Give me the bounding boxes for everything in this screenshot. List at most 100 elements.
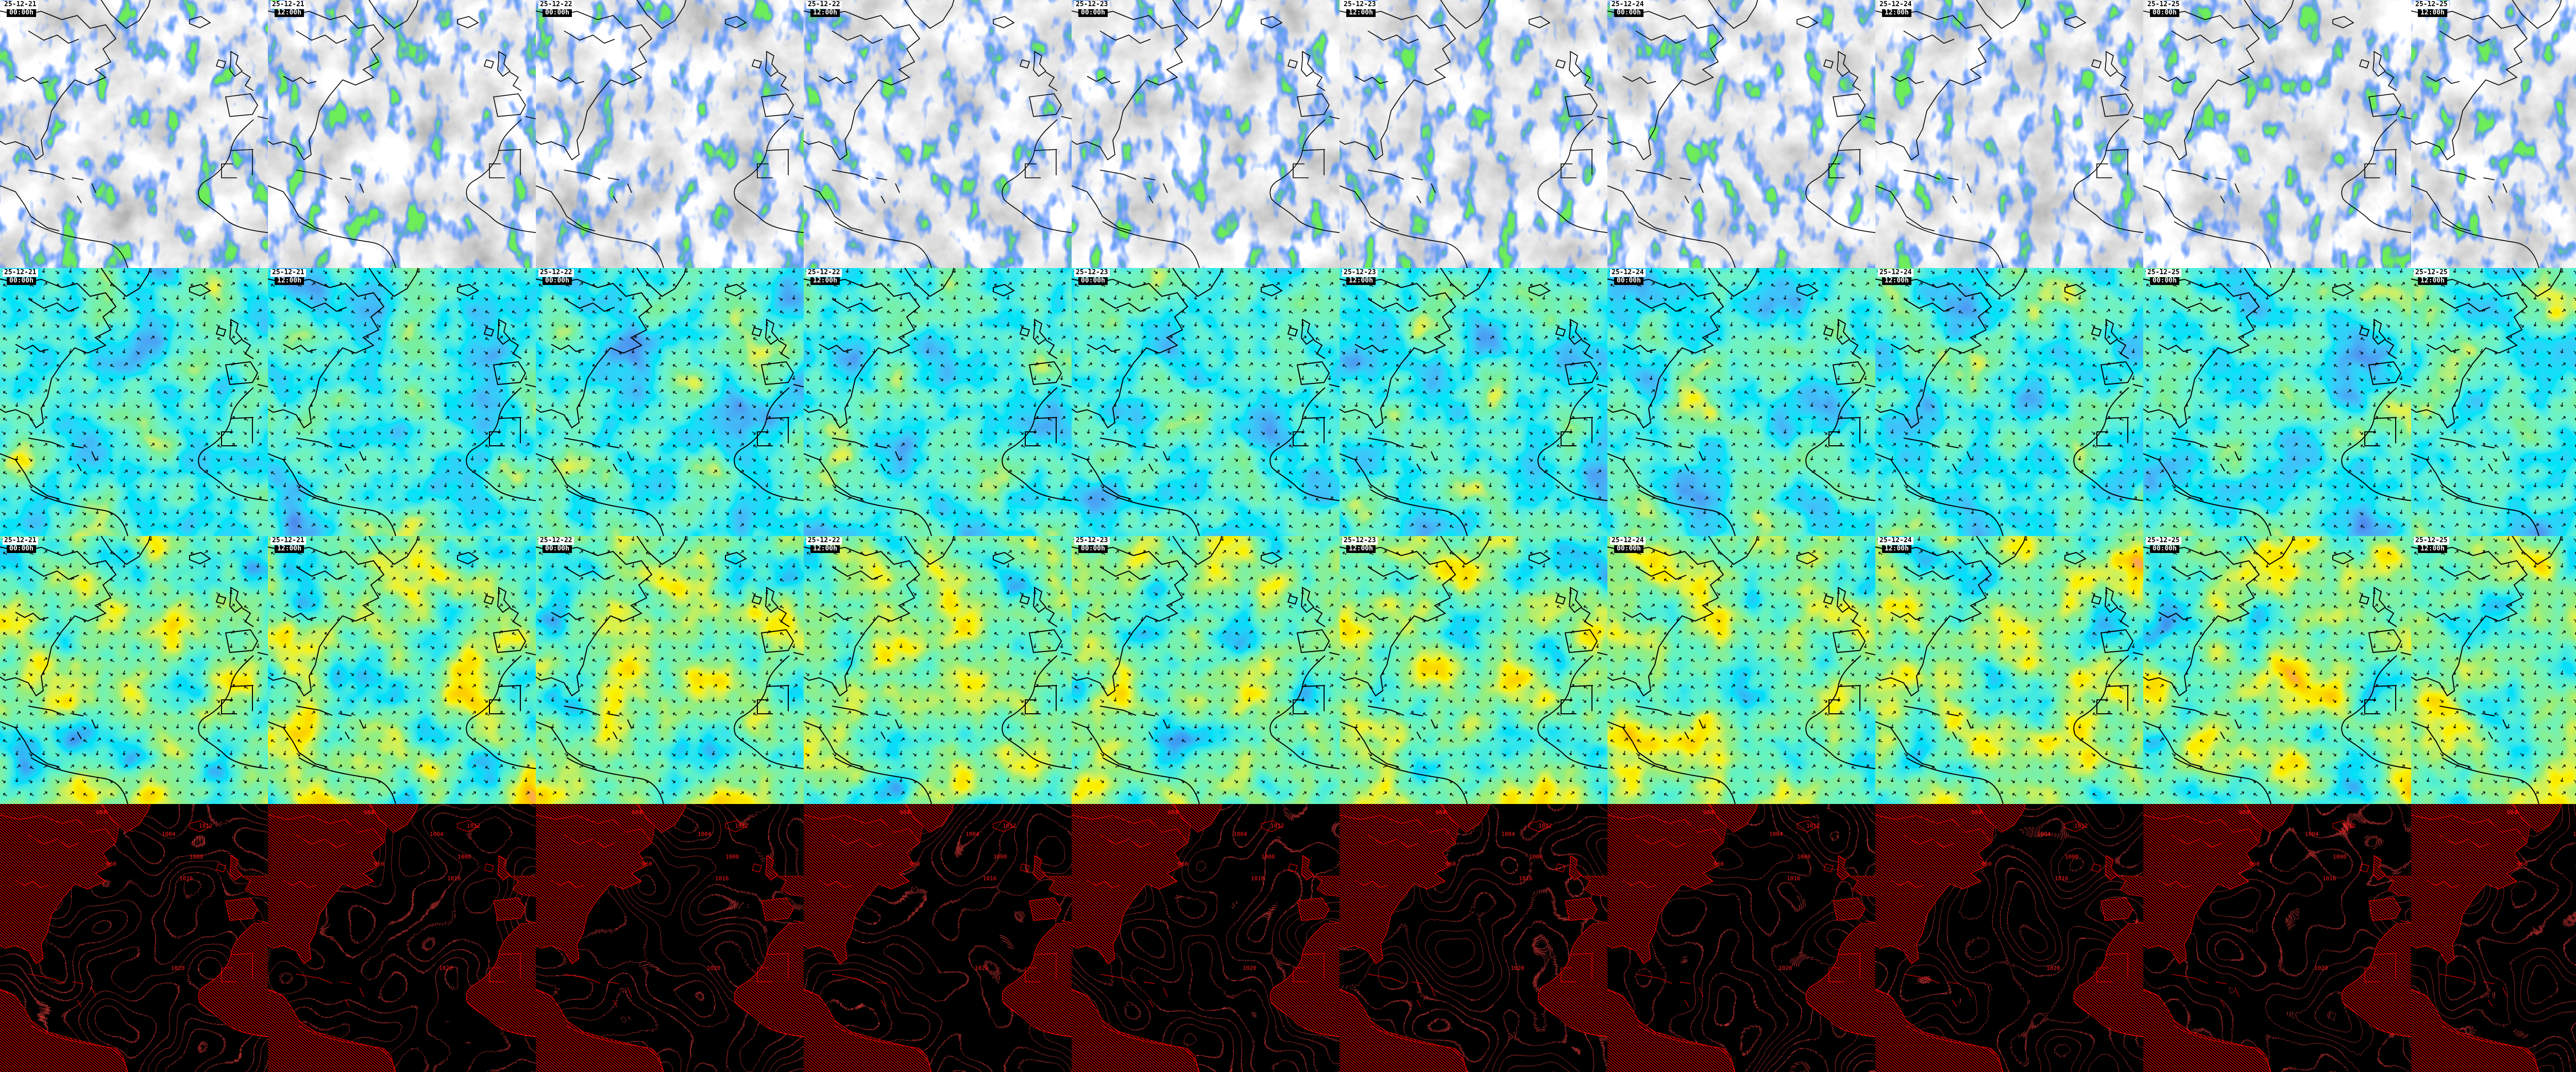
wind-speed-map-graphic	[1607, 268, 1875, 536]
wind-speed-map-tile[interactable]: 25-12-21 12:00h	[268, 268, 536, 536]
tile-date: 25-12-23	[1342, 537, 1378, 545]
tile-date: 25-12-25	[2146, 269, 2181, 277]
wind-gust-map-tile[interactable]: 25-12-25 00:00h	[2143, 536, 2411, 804]
wind-speed-map-tile[interactable]: 25-12-24 00:00h	[1607, 268, 1875, 536]
tile-timestamp-label: 25-12-23 12:00h	[1342, 537, 1378, 553]
cloud-cover-precipitation-map-tile[interactable]: 25-12-24 00:00h	[1607, 0, 1875, 268]
isobar-label: 1004	[965, 831, 979, 837]
wind-speed-map-tile[interactable]: 25-12-25 00:00h	[2143, 268, 2411, 536]
wind-speed-map-tile[interactable]: 25-12-24 12:00h	[1875, 268, 2143, 536]
wind-gust-map-tile[interactable]: 25-12-22 12:00h	[804, 536, 1072, 804]
isobar-label: 984	[2507, 809, 2517, 816]
isobar-label: 1016	[1787, 875, 1801, 882]
tile-time: 12:00h	[2418, 9, 2447, 17]
wind-speed-map-tile[interactable]: 25-12-21 00:00h	[0, 268, 268, 536]
tile-date: 25-12-21	[270, 1, 306, 9]
wind-gust-map-tile[interactable]: 25-12-22 00:00h	[536, 536, 804, 804]
tile-date: 25-12-22	[538, 1, 574, 9]
tile-timestamp-label: 25-12-25 12:00h	[2414, 1, 2449, 17]
tile-date: 25-12-21	[3, 269, 38, 277]
cloud-cover-precipitation-map-graphic	[0, 0, 268, 268]
tile-time: 12:00h	[2418, 545, 2447, 553]
tile-date: 25-12-25	[2414, 537, 2449, 545]
isobar-label: 984	[900, 809, 910, 816]
tile-date: 25-12-24	[1610, 1, 1646, 9]
wind-speed-map-tile[interactable]: 25-12-22 00:00h	[536, 268, 804, 536]
wind-gust-map-tile[interactable]: 25-12-21 00:00h	[0, 536, 268, 804]
isobar-label: 1004	[1769, 831, 1783, 837]
tile-timestamp-label: 25-12-22 12:00h	[806, 1, 842, 17]
isobar-label: 1016	[179, 875, 193, 882]
isobar-label: 1012	[199, 823, 213, 829]
tile-date: 25-12-22	[538, 537, 574, 545]
tile-time: 12:00h	[810, 545, 840, 553]
isobar-label: 1020	[2314, 965, 2328, 971]
tile-timestamp-label: 25-12-24 00:00h	[1610, 1, 1646, 17]
tile-time: 00:00h	[2150, 545, 2179, 553]
isobar-label: 960	[1714, 861, 1724, 867]
isobar-label: 1012	[467, 823, 481, 829]
wind-speed-map-tile[interactable]: 25-12-22 12:00h	[804, 268, 1072, 536]
isobar-label: 960	[2249, 861, 2260, 867]
cloud-cover-precipitation-map-tile[interactable]: 25-12-22 00:00h	[536, 0, 804, 268]
wind-gust-map-tile[interactable]: 25-12-23 12:00h	[1340, 536, 1607, 804]
isobar-label: 960	[2517, 861, 2528, 867]
map-row-gusts: 25-12-21 00:00h 25-12-21 12:00h 25-12-22 00:0…	[0, 536, 2576, 804]
tile-timestamp-label: 25-12-24 00:00h	[1610, 537, 1646, 553]
tile-date: 25-12-25	[2414, 269, 2449, 277]
wind-gust-map-tile[interactable]: 25-12-25 12:00h	[2411, 536, 2576, 804]
isobar-label: 984	[1971, 809, 1981, 816]
tile-time: 12:00h	[275, 9, 304, 17]
isobar-label: 1004	[2573, 831, 2576, 837]
wind-speed-map-graphic	[0, 268, 268, 536]
cloud-cover-precipitation-map-tile[interactable]: 25-12-25 12:00h	[2411, 0, 2576, 268]
isobar-label: 1016	[715, 875, 729, 882]
tile-timestamp-label: 25-12-21 00:00h	[3, 1, 38, 17]
wind-speed-map-graphic	[268, 268, 536, 536]
tile-time: 12:00h	[1882, 9, 1911, 17]
cloud-cover-precipitation-map-tile[interactable]: 25-12-22 12:00h	[804, 0, 1072, 268]
isobar-label: 1012	[735, 823, 749, 829]
cloud-cover-precipitation-map-tile[interactable]: 25-12-24 12:00h	[1875, 0, 2143, 268]
wind-speed-map-tile[interactable]: 25-12-25 12:00h	[2411, 268, 2576, 536]
cloud-cover-precipitation-map-tile[interactable]: 25-12-23 12:00h	[1340, 0, 1607, 268]
tile-date: 25-12-24	[1878, 269, 1913, 277]
wind-gust-map-tile[interactable]: 25-12-21 12:00h	[268, 536, 536, 804]
wind-speed-map-tile[interactable]: 25-12-23 12:00h	[1340, 268, 1607, 536]
wind-speed-map-tile[interactable]: 25-12-23 00:00h	[1072, 268, 1340, 536]
isobar-label: 960	[910, 861, 920, 867]
isobar-label: 1012	[1003, 823, 1016, 829]
isobar-label: 1016	[983, 875, 997, 882]
tile-time: 00:00h	[1078, 277, 1108, 285]
tile-date: 25-12-25	[2414, 1, 2449, 9]
wind-gust-map-graphic	[1875, 536, 2143, 804]
tile-timestamp-label: 25-12-22 12:00h	[806, 269, 842, 285]
wind-gust-map-graphic	[804, 536, 1072, 804]
sea-level-pressure-map-graphic	[536, 804, 804, 1072]
cloud-cover-precipitation-map-tile[interactable]: 25-12-21 00:00h	[0, 0, 268, 268]
tile-date: 25-12-23	[1342, 1, 1378, 9]
wind-gust-map-tile[interactable]: 25-12-24 12:00h	[1875, 536, 2143, 804]
tile-time: 12:00h	[275, 277, 304, 285]
cloud-cover-precipitation-map-tile[interactable]: 25-12-23 00:00h	[1072, 0, 1340, 268]
cloud-cover-precipitation-map-tile[interactable]: 25-12-21 12:00h	[268, 0, 536, 268]
wind-gust-map-graphic	[1072, 536, 1340, 804]
wind-gust-map-tile[interactable]: 25-12-23 00:00h	[1072, 536, 1340, 804]
cloud-cover-precipitation-map-tile[interactable]: 25-12-25 00:00h	[2143, 0, 2411, 268]
tile-time: 00:00h	[1614, 545, 1643, 553]
wind-gust-map-tile[interactable]: 25-12-24 00:00h	[1607, 536, 1875, 804]
isobar-label: 1000	[1261, 853, 1275, 860]
wind-speed-map-graphic	[1072, 268, 1340, 536]
tile-timestamp-label: 25-12-25 00:00h	[2146, 269, 2181, 285]
cloud-cover-precipitation-map-graphic	[2411, 0, 2576, 268]
